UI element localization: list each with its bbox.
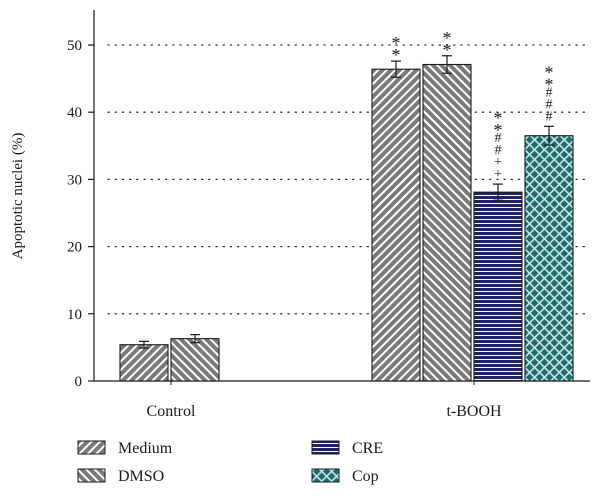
x-category-label: t-BOOH (446, 403, 502, 420)
significance-marker: # (546, 109, 553, 124)
y-tick-label: 40 (67, 105, 82, 121)
y-tick-label: 0 (75, 374, 83, 390)
significance-marker: * (494, 120, 503, 140)
legend-swatch-medium (77, 440, 106, 455)
y-axis-label: Apoptotic nuclei (%) (10, 133, 26, 260)
bar-medium-control (119, 344, 169, 382)
x-category-labels: Control t-BOOH (147, 381, 502, 420)
legend-swatch-dmso (77, 468, 106, 483)
significance-marker: * (392, 45, 401, 65)
legend-label-dmso: DMSO (118, 468, 164, 485)
y-tick-label: 10 (67, 307, 82, 323)
significance-marker: # (495, 131, 502, 146)
y-tick-label: 20 (67, 240, 82, 256)
significance-marker: # (546, 85, 553, 100)
y-ticks: 0 10 20 30 40 50 (67, 38, 94, 390)
significance-marker: * (545, 74, 554, 94)
legend-label-cre: CRE (352, 440, 383, 457)
significance-marker: + (494, 155, 502, 170)
significance-marker: * (494, 108, 503, 128)
y-tick-label: 50 (67, 38, 82, 54)
bar-medium-t-booh (371, 68, 421, 382)
significance-marker: + (494, 167, 502, 182)
bars: ******##++**### (119, 28, 574, 382)
legend: Medium DMSO CRE Cop (77, 440, 383, 485)
bar-cre-t-booh (473, 191, 523, 382)
significance-marker: * (443, 28, 452, 48)
significance-marker: * (392, 33, 401, 53)
legend-swatch-cre (311, 440, 340, 455)
legend-swatch-cop (311, 468, 340, 483)
x-category-label: Control (147, 403, 196, 420)
legend-label-medium: Medium (118, 440, 173, 457)
y-tick-label: 30 (67, 172, 82, 188)
significance-marker: # (546, 97, 553, 112)
bar-cop-t-booh (524, 135, 574, 382)
significance-marker: * (545, 62, 554, 82)
bar-dmso-t-booh (422, 63, 472, 382)
significance-marker: # (495, 143, 502, 158)
bar-dmso-control (170, 338, 220, 382)
legend-label-cop: Cop (352, 468, 379, 485)
significance-marker: * (443, 40, 452, 60)
gridlines (107, 44, 589, 315)
